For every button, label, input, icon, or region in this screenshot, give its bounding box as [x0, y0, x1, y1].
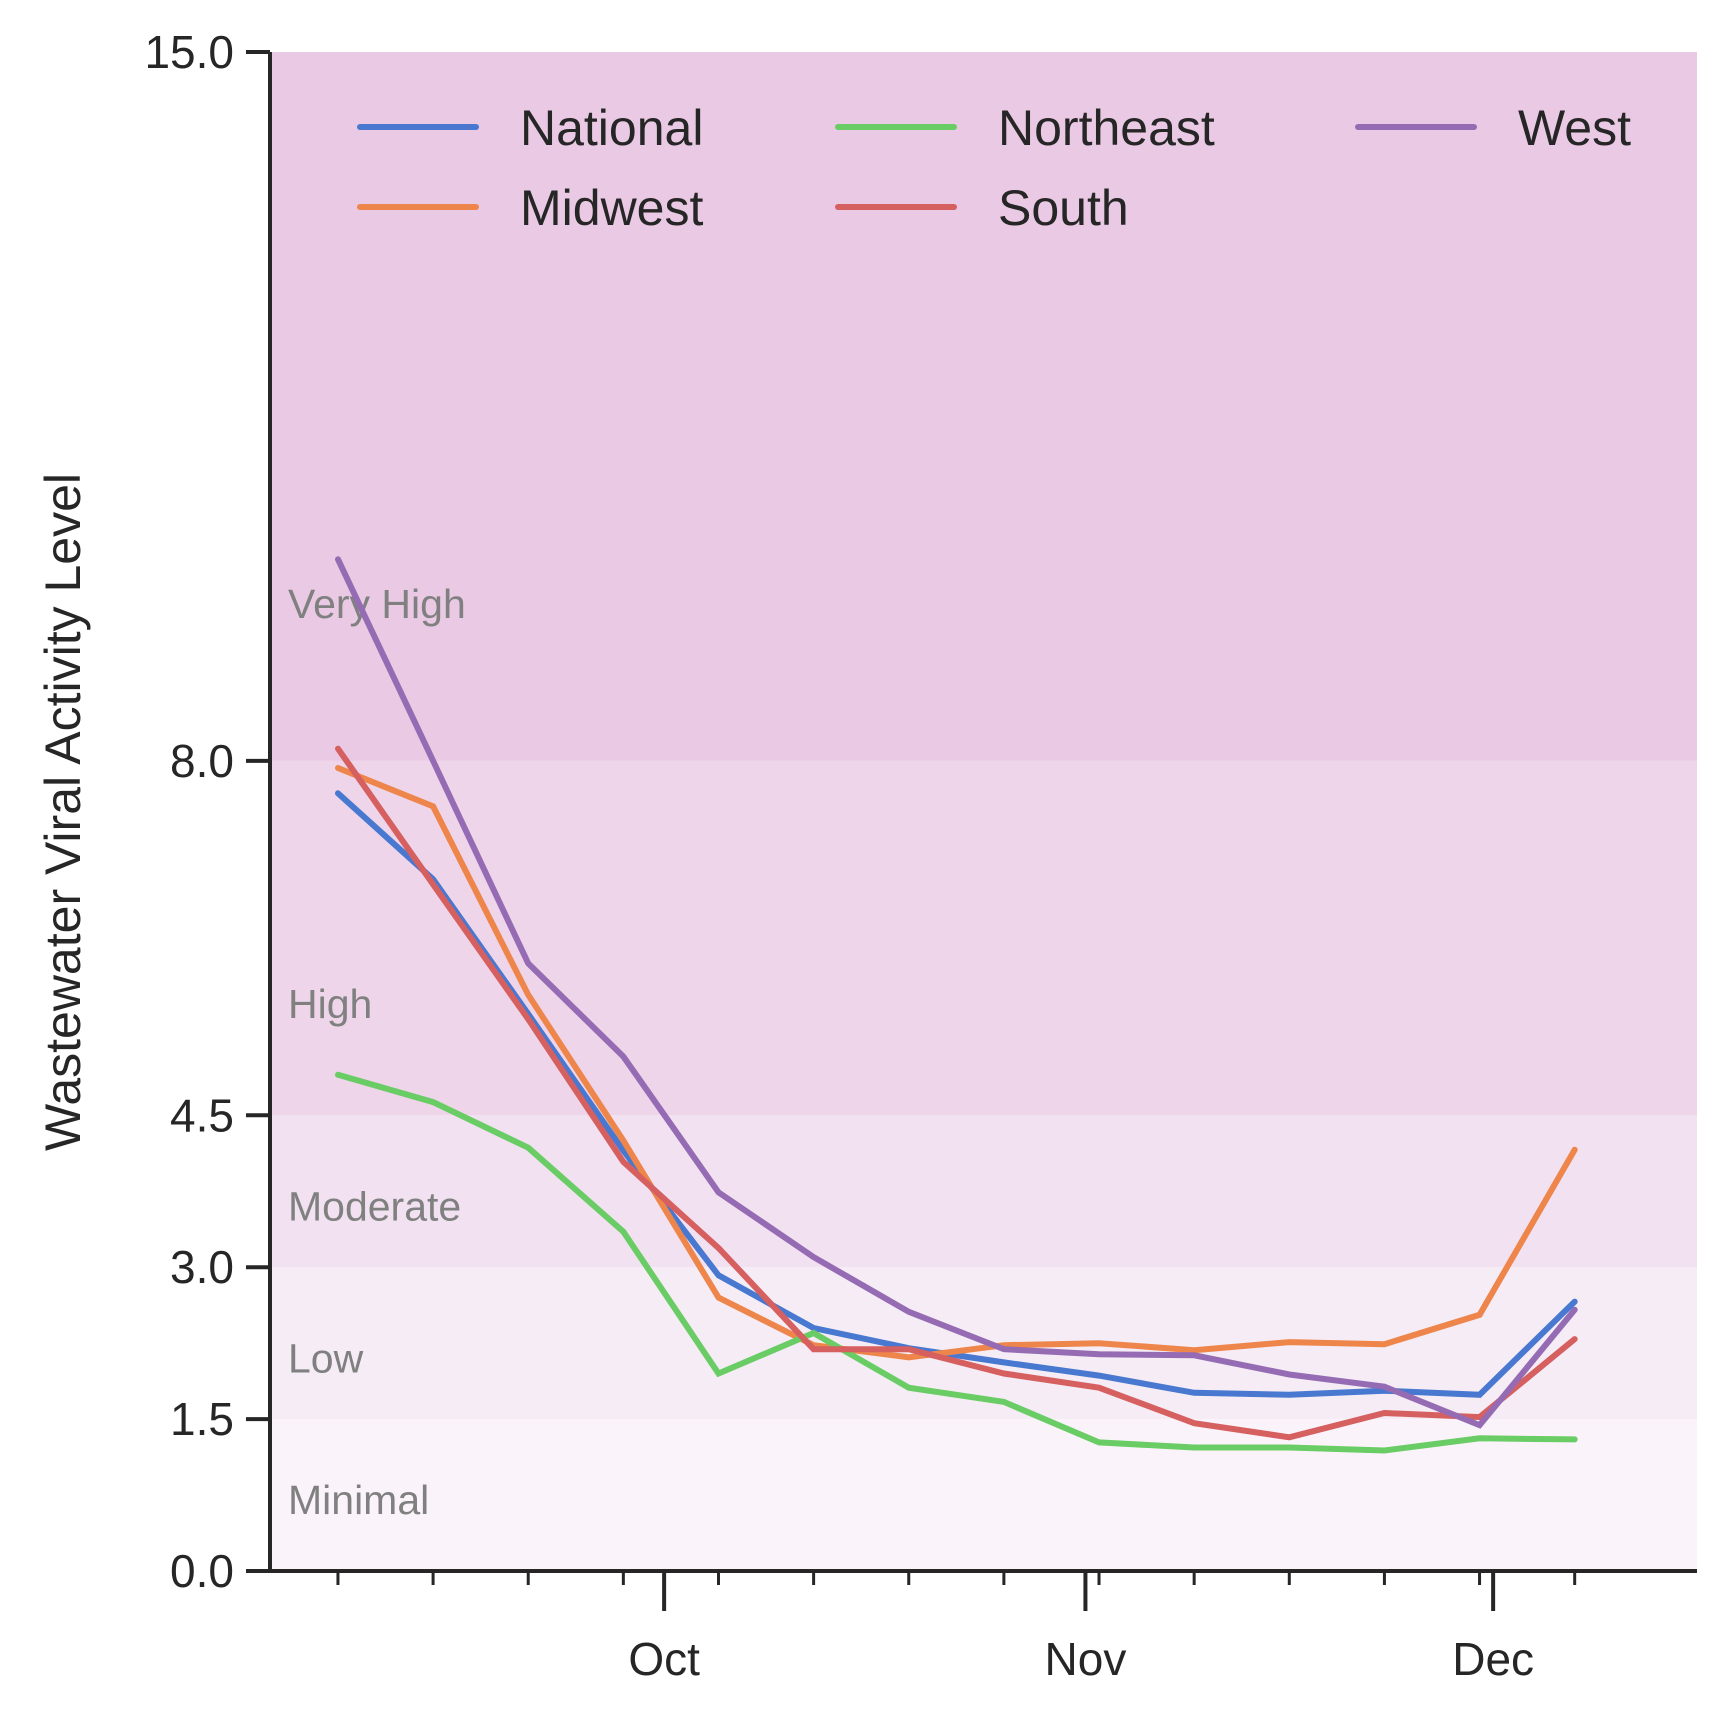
legend-label: National — [520, 100, 703, 156]
band-label-high: High — [288, 981, 372, 1027]
series-line-south — [335, 745, 1578, 1441]
band-label-very-high: Very High — [288, 581, 466, 627]
band-high — [270, 760, 1697, 1116]
legend-item-south: South — [835, 180, 1129, 236]
legend-label: Midwest — [520, 180, 703, 236]
y-tick-label: 15.0 — [144, 26, 234, 78]
band-labels: Minimal Low Moderate High Very High — [288, 581, 466, 1523]
legend: National Midwest Northeast South West — [357, 100, 1631, 236]
series-line-midwest — [335, 765, 1578, 1361]
series-line-northeast — [335, 1071, 1578, 1454]
y-tick-label: 0.0 — [170, 1545, 234, 1597]
band-minimal — [270, 1419, 1697, 1571]
legend-label: West — [1518, 100, 1631, 156]
band-label-low: Low — [288, 1335, 364, 1381]
legend-item-west: West — [1355, 100, 1631, 156]
y-tick-label: 1.5 — [170, 1393, 234, 1445]
y-tick-label: 3.0 — [170, 1241, 234, 1293]
legend-item-national: National — [357, 100, 703, 156]
legend-label: Northeast — [998, 100, 1215, 156]
band-label-moderate: Moderate — [288, 1183, 461, 1229]
series-line-west — [335, 556, 1578, 1429]
x-tick-label-dec: Dec — [1452, 1633, 1534, 1685]
x-axis-ticks: Oct Nov Dec — [336, 1571, 1577, 1685]
series-lines — [335, 556, 1578, 1454]
legend-label: South — [998, 180, 1129, 236]
legend-item-northeast: Northeast — [835, 100, 1215, 156]
y-tick-label: 4.5 — [170, 1089, 234, 1141]
series-line-national — [335, 790, 1578, 1398]
x-tick-label-oct: Oct — [628, 1633, 700, 1685]
legend-item-midwest: Midwest — [357, 180, 703, 236]
y-tick-label: 8.0 — [170, 735, 234, 787]
y-axis-title: Wastewater Viral Activity Level — [35, 473, 91, 1151]
axes — [268, 52, 1697, 1573]
band-label-minimal: Minimal — [288, 1477, 429, 1523]
band-very-high — [270, 52, 1697, 761]
activity-bands — [270, 52, 1697, 1571]
band-moderate — [270, 1115, 1697, 1268]
x-tick-label-nov: Nov — [1045, 1633, 1127, 1685]
y-axis-ticks: 0.0 1.5 3.0 4.5 8.0 15.0 — [144, 26, 270, 1597]
